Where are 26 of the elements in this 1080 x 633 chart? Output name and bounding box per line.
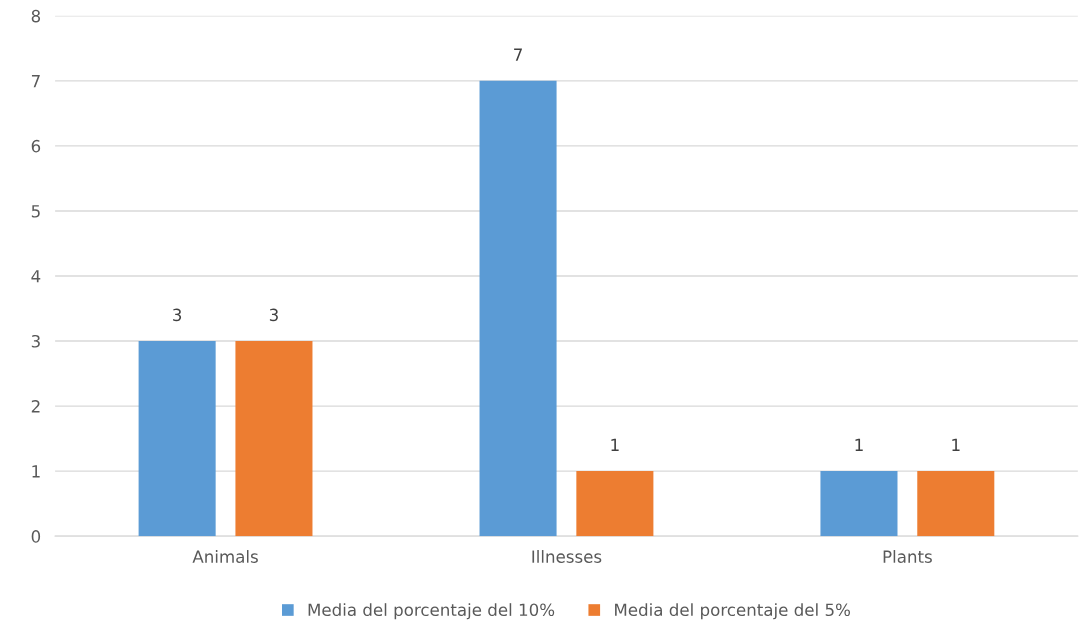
y-tick-label: 7: [31, 75, 40, 88]
y-tick-label: 0: [31, 530, 41, 543]
x-tick-label: Illnesses: [532, 550, 602, 563]
bar: [820, 471, 898, 537]
y-tick-label: 3: [31, 334, 40, 348]
y-tick-label: 4: [31, 270, 41, 283]
legend-label: Media del porcentaje del 10%: [308, 603, 555, 620]
data-label: 1: [855, 438, 863, 451]
x-tick-label: Plants: [883, 550, 932, 563]
legend-label: Media del porcentaje del 5%: [615, 603, 850, 620]
y-tick-label: 2: [31, 400, 40, 413]
data-label: 7: [514, 48, 522, 61]
y-tick-label: 8: [31, 9, 41, 23]
data-label: 1: [611, 438, 619, 451]
bar: [917, 471, 995, 537]
x-tick-label: Animals: [192, 550, 258, 563]
y-tick-label: 1: [32, 465, 40, 478]
bar: [138, 341, 216, 537]
bar: [576, 471, 654, 537]
y-tick-label: 6: [31, 139, 41, 153]
data-label: 1: [952, 438, 960, 451]
data-label: 3: [269, 308, 278, 322]
bar: [235, 341, 313, 537]
y-tick-label: 5: [31, 205, 40, 218]
data-label: 3: [173, 308, 182, 322]
bar: [479, 80, 557, 537]
